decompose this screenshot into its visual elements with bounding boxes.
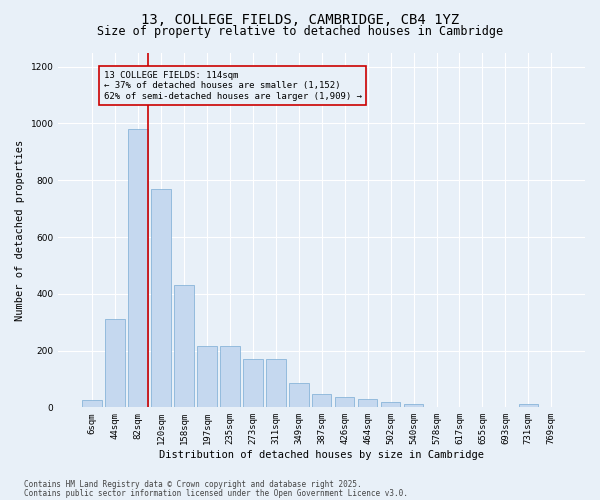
Y-axis label: Number of detached properties: Number of detached properties	[15, 140, 25, 320]
Text: Size of property relative to detached houses in Cambridge: Size of property relative to detached ho…	[97, 25, 503, 38]
Bar	[174, 286, 194, 408]
Bar	[335, 398, 355, 407]
Text: 13 COLLEGE FIELDS: 114sqm
← 37% of detached houses are smaller (1,152)
62% of se: 13 COLLEGE FIELDS: 114sqm ← 37% of detac…	[104, 71, 362, 101]
Bar	[312, 394, 331, 407]
Bar	[106, 320, 125, 408]
Text: Contains public sector information licensed under the Open Government Licence v3: Contains public sector information licen…	[24, 489, 408, 498]
Bar	[381, 402, 400, 407]
Bar	[82, 400, 102, 407]
Text: 13, COLLEGE FIELDS, CAMBRIDGE, CB4 1YZ: 13, COLLEGE FIELDS, CAMBRIDGE, CB4 1YZ	[141, 12, 459, 26]
Bar	[404, 404, 424, 407]
Bar	[243, 359, 263, 408]
Bar	[289, 383, 308, 407]
Text: Contains HM Land Registry data © Crown copyright and database right 2025.: Contains HM Land Registry data © Crown c…	[24, 480, 362, 489]
Bar	[128, 129, 148, 407]
Bar	[266, 359, 286, 408]
Bar	[151, 189, 171, 408]
Bar	[518, 404, 538, 407]
Bar	[220, 346, 239, 408]
Bar	[197, 346, 217, 408]
Bar	[358, 399, 377, 407]
X-axis label: Distribution of detached houses by size in Cambridge: Distribution of detached houses by size …	[159, 450, 484, 460]
